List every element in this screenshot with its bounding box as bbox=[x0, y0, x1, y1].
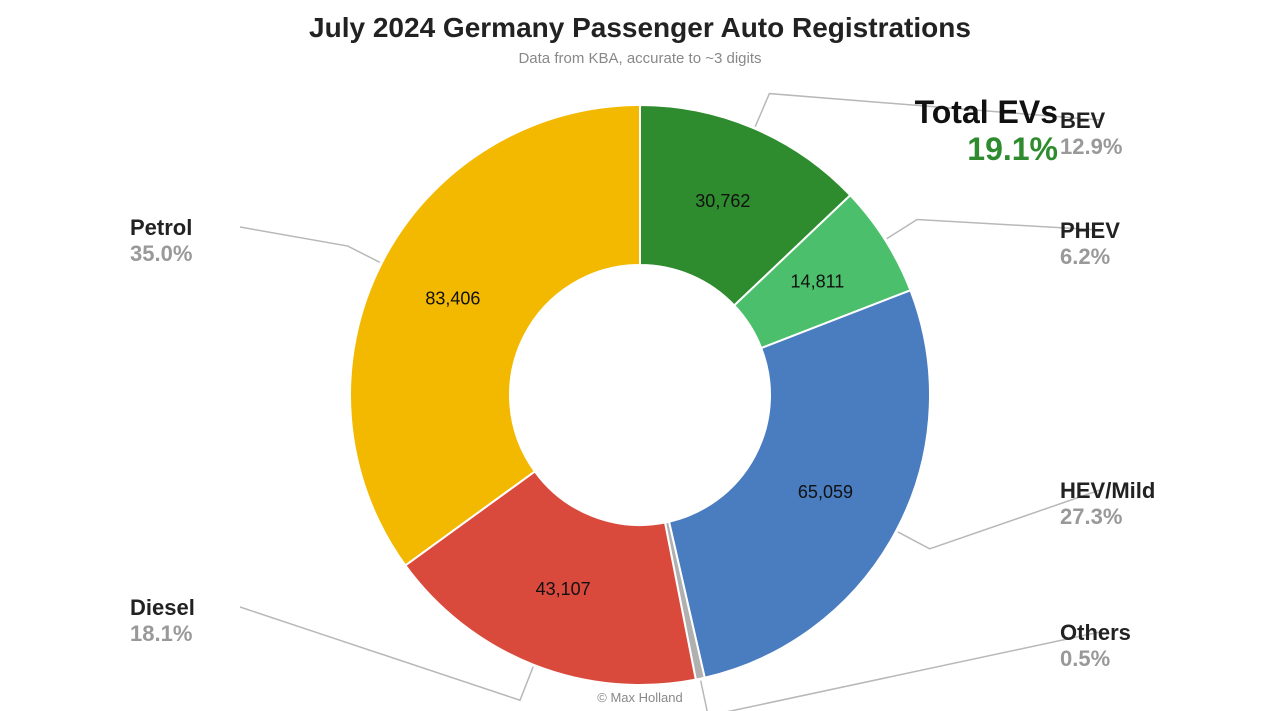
slice-value-hev: 65,059 bbox=[798, 482, 853, 502]
callout-others: Others0.5% bbox=[1060, 620, 1220, 672]
slice-value-bev: 30,762 bbox=[695, 191, 750, 211]
callout-pct-diesel: 18.1% bbox=[130, 621, 290, 647]
callout-label-diesel: Diesel bbox=[130, 595, 290, 621]
callout-label-hev: HEV/Mild bbox=[1060, 478, 1220, 504]
callout-pct-bev: 12.9% bbox=[1060, 134, 1220, 160]
callout-label-phev: PHEV bbox=[1060, 218, 1220, 244]
callout-pct-petrol: 35.0% bbox=[130, 241, 290, 267]
callout-label-bev: BEV bbox=[1060, 108, 1220, 134]
total-evs-value: 19.1% bbox=[0, 131, 1058, 168]
slice-value-phev: 14,811 bbox=[791, 271, 845, 291]
callout-pct-hev: 27.3% bbox=[1060, 504, 1220, 530]
slice-value-petrol: 83,406 bbox=[425, 288, 480, 308]
callout-label-petrol: Petrol bbox=[130, 215, 290, 241]
chart-credit: © Max Holland bbox=[0, 690, 1280, 705]
total-evs-callout: Total EVs 19.1% bbox=[0, 94, 1058, 168]
callout-bev: BEV12.9% bbox=[1060, 108, 1220, 160]
callout-pct-others: 0.5% bbox=[1060, 646, 1220, 672]
callout-label-others: Others bbox=[1060, 620, 1220, 646]
slice-petrol bbox=[350, 105, 640, 565]
callout-phev: PHEV6.2% bbox=[1060, 218, 1220, 270]
callout-pct-phev: 6.2% bbox=[1060, 244, 1220, 270]
slice-value-diesel: 43,107 bbox=[536, 579, 591, 599]
chart-container: { "title": "July 2024 Germany Passenger … bbox=[0, 0, 1280, 711]
callout-petrol: Petrol35.0% bbox=[130, 215, 290, 267]
callout-hev: HEV/Mild27.3% bbox=[1060, 478, 1220, 530]
total-evs-label: Total EVs bbox=[0, 94, 1058, 131]
callout-diesel: Diesel18.1% bbox=[130, 595, 290, 647]
